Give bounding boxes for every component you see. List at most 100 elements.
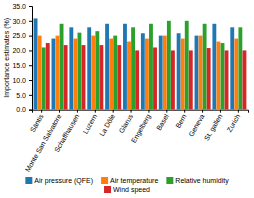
bar xyxy=(82,45,86,110)
x-tick-label: Geneva xyxy=(187,113,205,138)
y-tick: 10.0 xyxy=(12,77,32,84)
x-tick-mark xyxy=(113,110,114,113)
x-tick-label: Engelberg xyxy=(130,113,153,145)
x-tick: Glarus xyxy=(118,110,135,135)
y-tick-label: 10.0 xyxy=(12,77,26,84)
legend-label: Air pressure (QFE) xyxy=(34,177,93,185)
bar xyxy=(238,27,242,109)
x-tick: Säntis xyxy=(29,110,45,134)
x-tick: La Dôle xyxy=(98,110,116,138)
y-tick-mark xyxy=(29,80,32,81)
legend-item: Relative humidity xyxy=(166,177,229,185)
y-tick: 15.0 xyxy=(12,62,32,69)
bar xyxy=(141,33,145,109)
x-tick-label: Luzern xyxy=(82,113,99,135)
x-tick-mark xyxy=(148,110,149,113)
x-axis: SäntisMonte San SalvatoreSchaffhausenLuz… xyxy=(24,110,249,173)
x-tick-mark xyxy=(220,110,221,113)
chart: Air pressure (QFE) Air temperature Relativ… xyxy=(0,0,254,198)
legend-swatch xyxy=(25,177,32,184)
y-tick-mark xyxy=(29,95,32,96)
chart-container: Air pressure (QFE) Air temperature Relativ… xyxy=(0,0,254,198)
bar xyxy=(225,50,229,109)
bar xyxy=(123,24,127,110)
x-tick-label: Säntis xyxy=(29,112,45,133)
x-tick: Luzern xyxy=(82,110,99,135)
bar xyxy=(199,36,203,110)
x-tick-mark xyxy=(41,110,42,113)
x-tick: Monte San Salvatore xyxy=(24,110,63,173)
bar xyxy=(171,50,175,109)
bar xyxy=(87,27,91,109)
bar xyxy=(56,36,60,110)
y-tick-mark xyxy=(29,110,32,111)
bar xyxy=(177,33,181,109)
legend-item: Air pressure (QFE) xyxy=(25,177,93,185)
x-tick: Bern xyxy=(174,110,188,130)
bar xyxy=(38,36,42,110)
x-tick-label: Basel xyxy=(155,113,170,132)
bar xyxy=(243,50,247,109)
bar xyxy=(131,27,135,109)
y-tick: 5.0 xyxy=(16,92,32,99)
x-tick-label: Schaffhausen xyxy=(53,113,80,154)
y-tick-label: 15.0 xyxy=(12,62,26,69)
bar xyxy=(95,31,99,109)
bar xyxy=(189,50,193,109)
x-tick-label: La Dôle xyxy=(98,113,116,137)
y-tick-mark xyxy=(29,21,32,22)
bar xyxy=(212,24,216,110)
bar xyxy=(60,24,64,110)
y-tick: 35.0 xyxy=(12,3,32,10)
legend-label: Air temperature xyxy=(110,177,158,185)
bar xyxy=(52,39,56,110)
bar xyxy=(167,21,171,110)
y-tick: 20.0 xyxy=(12,47,32,54)
bar xyxy=(91,36,95,110)
y-tick: 0.0 xyxy=(16,106,32,113)
y-tick-label: 35.0 xyxy=(12,3,26,10)
y-tick-mark xyxy=(29,65,32,66)
legend-swatch xyxy=(101,177,108,184)
bar xyxy=(159,36,163,110)
bar xyxy=(163,36,167,110)
bar xyxy=(217,42,221,110)
x-tick-label: St. gallen xyxy=(203,113,225,142)
bar xyxy=(234,39,238,110)
bar xyxy=(69,27,73,109)
bar xyxy=(34,18,38,109)
legend-swatch xyxy=(166,177,173,184)
bar xyxy=(117,45,121,110)
x-tick-mark xyxy=(184,110,185,113)
x-tick-label: Zurich xyxy=(226,113,242,133)
bar xyxy=(149,24,153,110)
bar xyxy=(230,27,234,109)
y-tick-label: 5.0 xyxy=(16,92,26,99)
x-axis-line xyxy=(33,110,249,113)
x-tick-mark xyxy=(77,110,78,113)
y-tick-mark xyxy=(29,50,32,51)
bar xyxy=(135,50,139,109)
x-tick-mark xyxy=(131,110,132,113)
bar xyxy=(181,39,185,110)
bar xyxy=(64,45,68,110)
x-tick-mark xyxy=(238,110,239,113)
bar xyxy=(73,39,77,110)
legend: Air pressure (QFE) Air temperature Relativ… xyxy=(25,177,229,194)
bar xyxy=(203,24,207,110)
y-tick-label: 25.0 xyxy=(12,32,26,39)
y-tick: 25.0 xyxy=(12,32,32,39)
bar xyxy=(127,42,131,110)
legend-label: Wind speed xyxy=(113,186,150,194)
y-tick: 30.0 xyxy=(12,18,32,25)
x-tick: Basel xyxy=(155,110,170,132)
y-axis-title: Importance estimates (%) xyxy=(3,18,11,98)
bar xyxy=(78,33,82,110)
legend-item: Air temperature xyxy=(101,177,158,185)
y-tick-mark xyxy=(29,6,32,7)
bars xyxy=(34,18,247,109)
bar xyxy=(185,21,189,110)
x-tick-label: Glarus xyxy=(118,112,135,134)
y-axis-line xyxy=(29,7,33,111)
bar xyxy=(221,43,225,110)
